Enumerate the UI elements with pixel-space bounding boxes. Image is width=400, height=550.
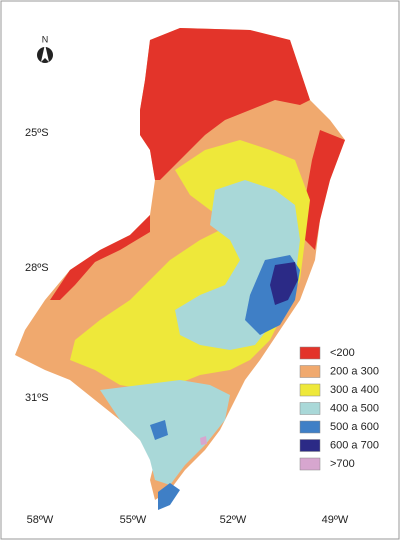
longitude-label: 49ºW	[322, 514, 349, 526]
latitude-label: 28ºS	[25, 262, 49, 274]
legend-label: >700	[330, 458, 355, 470]
region	[150, 420, 168, 440]
map-regions	[15, 28, 345, 510]
coordinate-labels: 25ºS 28ºS 31ºS 58ºW 55ºW 52ºW 49ºW	[25, 127, 349, 526]
legend-swatch	[299, 439, 321, 452]
region	[200, 436, 207, 445]
latitude-label: 31ºS	[25, 392, 49, 404]
legend-label: 600 a 700	[330, 439, 379, 451]
north-label: N	[42, 34, 49, 44]
legend-swatch	[299, 457, 321, 471]
north-arrow	[37, 44, 53, 63]
legend-swatch	[299, 346, 321, 360]
longitude-label: 55ºW	[120, 514, 147, 526]
legend: <200 200 a 300 300 a 400 400 a 500 500 a 600…	[299, 346, 379, 471]
legend-swatch	[299, 402, 321, 415]
legend-label: 500 a 600	[330, 421, 379, 433]
region	[140, 28, 310, 180]
legend-swatch	[299, 383, 321, 397]
legend-label: 200 a 300	[330, 365, 379, 377]
legend-label: 400 a 500	[330, 402, 379, 414]
longitude-label: 52ºW	[220, 514, 247, 526]
region	[270, 262, 298, 305]
legend-swatch	[299, 365, 321, 378]
region	[50, 215, 150, 300]
region	[305, 130, 345, 250]
legend-label: 300 a 400	[330, 384, 379, 396]
longitude-label: 58ºW	[27, 514, 54, 526]
latitude-label: 25ºS	[25, 127, 49, 139]
legend-swatch	[299, 420, 321, 434]
legend-label: <200	[330, 347, 355, 359]
region	[158, 483, 180, 510]
